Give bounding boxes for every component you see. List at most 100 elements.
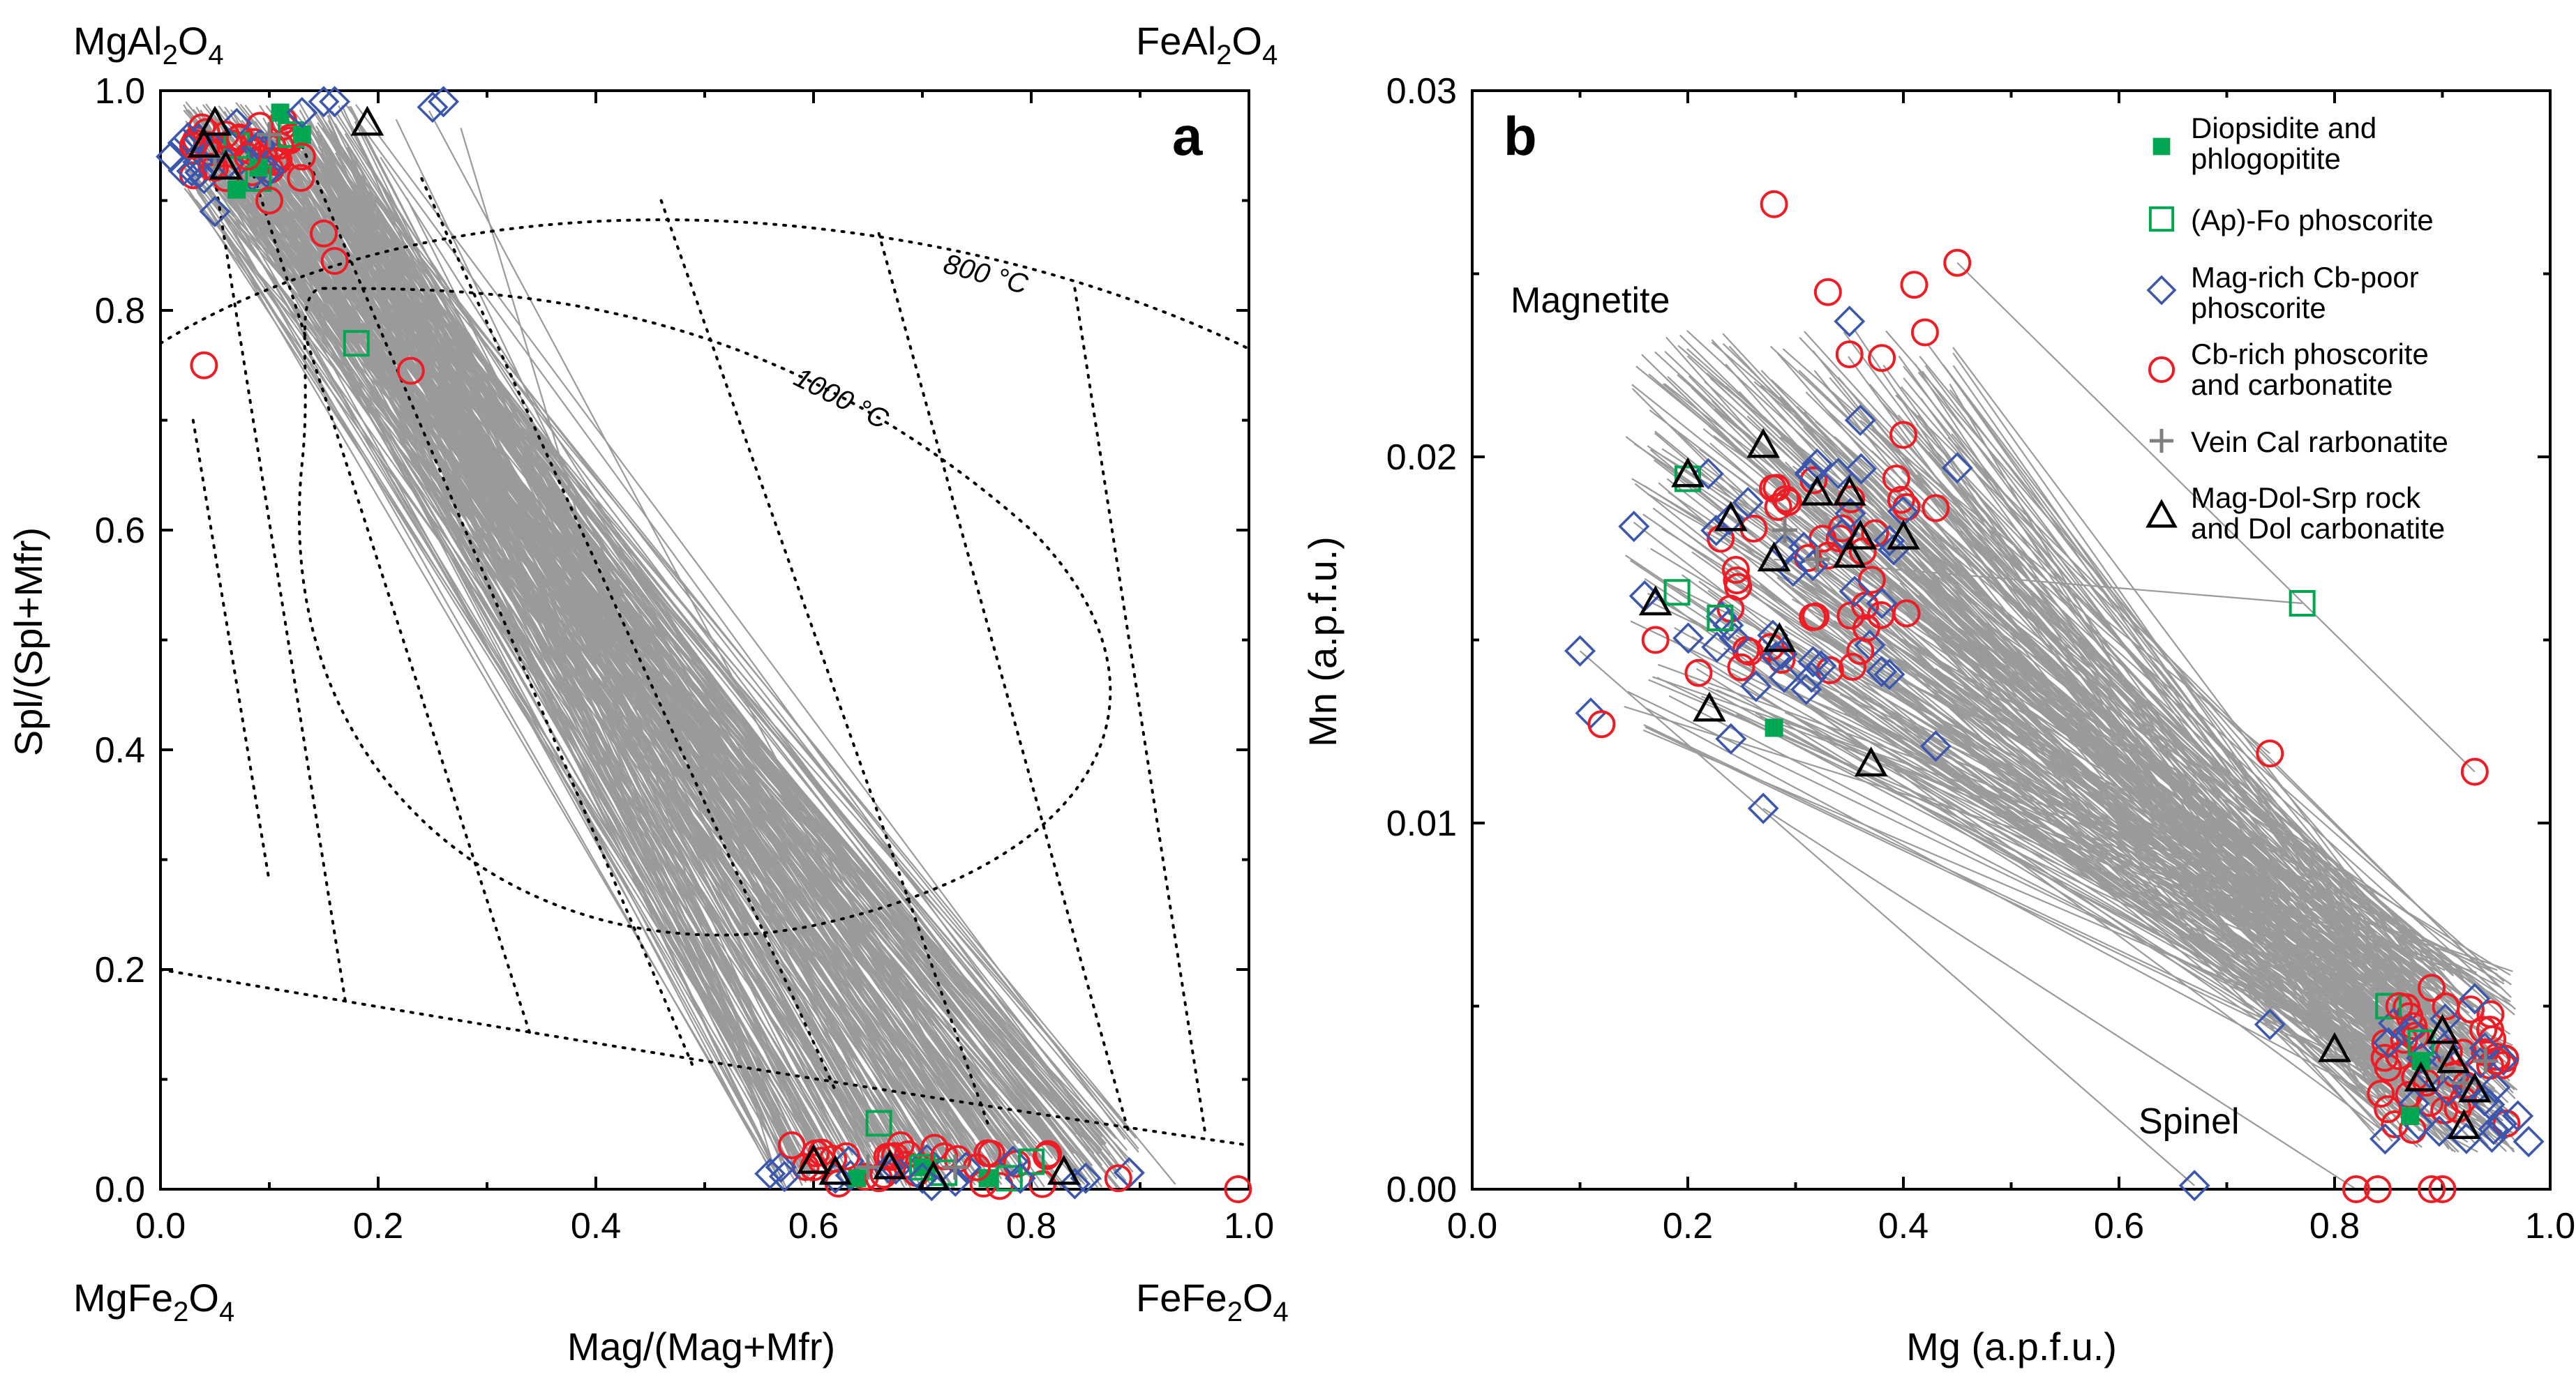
mag_dol-point bbox=[1714, 501, 1748, 531]
legend-label-ap-fo: (Ap)-Fo phoscorite bbox=[2191, 204, 2434, 236]
mag_rich-cluster-marker bbox=[1826, 518, 1858, 550]
annotation-spinel: Spinel bbox=[2139, 1101, 2240, 1142]
x-tick-label: 0.2 bbox=[353, 1206, 403, 1246]
tie-line bbox=[1919, 356, 2497, 1062]
cb_rich-point bbox=[1587, 710, 1616, 739]
y-tick-label: 0.01 bbox=[1386, 804, 1457, 844]
tie-line bbox=[1674, 626, 2409, 1043]
ap_fo-point bbox=[2375, 993, 2402, 1020]
ap_fo-point bbox=[1663, 579, 1691, 606]
mag_rich-cluster-marker bbox=[1878, 534, 1910, 566]
panel-b-y-axis-label: Mn (a.p.f.u.) bbox=[1301, 536, 1345, 747]
mag_rich-point bbox=[1844, 405, 1876, 436]
tie-line bbox=[1762, 808, 2357, 1190]
tie-line bbox=[1799, 725, 2435, 1094]
isotherm-spoke bbox=[659, 199, 989, 1125]
tie-line bbox=[1641, 354, 2459, 1152]
tie-line bbox=[188, 177, 812, 1175]
y-tick-label: 0.8 bbox=[95, 291, 145, 331]
mag_dol-point bbox=[818, 1154, 853, 1185]
tie-line bbox=[1907, 467, 2504, 1018]
isotherm-spoke bbox=[214, 177, 347, 1004]
legend-label-mag-rich-line1: Mag-rich Cb-poor bbox=[2191, 261, 2419, 294]
legend-marker-mag_rich bbox=[2146, 275, 2177, 305]
mag_dol-point bbox=[1832, 538, 1866, 568]
legend-marker-vein_cal bbox=[2149, 428, 2174, 453]
mag_rich-point bbox=[1941, 452, 1973, 484]
cb_rich-point bbox=[233, 142, 262, 171]
cb_rich-cluster-marker bbox=[1799, 603, 1827, 631]
mag_rich-point bbox=[2178, 1170, 2210, 1202]
vein_cal-point bbox=[855, 1154, 881, 1180]
mag_rich-point bbox=[765, 1152, 797, 1183]
tie-line bbox=[1645, 707, 2478, 1153]
legend-label-diopsidite-line1: Diopsidite and bbox=[2191, 112, 2376, 144]
mag_rich-cluster-marker bbox=[754, 1158, 786, 1190]
cb_rich-cluster-marker bbox=[2374, 1095, 2402, 1124]
tie-line bbox=[1952, 352, 2467, 1087]
mag_rich-point bbox=[199, 195, 231, 227]
tie-line bbox=[182, 165, 786, 1189]
cb_rich-cluster-marker bbox=[2488, 1051, 2517, 1080]
tie-line bbox=[1837, 460, 2471, 983]
mag_rich-cluster-marker bbox=[997, 1145, 1029, 1177]
y-tick-label: 0.02 bbox=[1386, 437, 1457, 478]
legend-entry-mag-dol: Mag-Dol-Srp rock and Dol carbonatite bbox=[2146, 481, 2445, 545]
ap_fo-point bbox=[2289, 590, 2316, 617]
x-tick-label: 0.0 bbox=[135, 1206, 186, 1246]
mag_rich-cluster-marker bbox=[1672, 622, 1705, 654]
cb_rich-point bbox=[1760, 190, 1788, 218]
mag_rich-cluster-marker bbox=[768, 1161, 800, 1193]
mag_rich-cluster-marker bbox=[2432, 1075, 2464, 1107]
y-tick-label: 0.4 bbox=[95, 730, 145, 771]
cb_rich-point bbox=[2418, 1175, 2446, 1203]
tie-line bbox=[1956, 262, 2476, 773]
mag_dol-point bbox=[1854, 746, 1888, 777]
diopsidite-point bbox=[271, 103, 290, 122]
mag_rich-point bbox=[1004, 1162, 1036, 1194]
tie-line bbox=[274, 114, 883, 1160]
x-tick-label: 1.0 bbox=[1224, 1206, 1274, 1246]
cb_rich-point bbox=[1684, 658, 1713, 687]
tie-line bbox=[1829, 377, 2421, 1064]
panel-a-points bbox=[156, 86, 1252, 1203]
panel-b-letter: b bbox=[1504, 105, 1537, 167]
tie-line bbox=[1848, 356, 2398, 1111]
mag_dol-point bbox=[2404, 1061, 2438, 1092]
x-tick-label: 0.8 bbox=[1006, 1206, 1056, 1246]
cb_rich-cluster-marker bbox=[1759, 474, 1788, 503]
tie-line bbox=[1915, 595, 2404, 1010]
tie-line bbox=[327, 158, 906, 1141]
y-tick-label: 0.03 bbox=[1386, 71, 1457, 112]
ap_fo-point bbox=[865, 1110, 892, 1137]
mag_rich-point bbox=[2459, 983, 2491, 1015]
legend-entry-ap-fo: (Ap)-Fo phoscorite bbox=[2148, 204, 2434, 236]
panel-b-x-axis-label: Mg (a.p.f.u.) bbox=[1906, 1325, 2117, 1368]
mag_rich-cluster-marker bbox=[2395, 1014, 2427, 1046]
mag_rich-point bbox=[428, 86, 460, 118]
mag_rich-cluster-marker bbox=[1795, 661, 1827, 693]
mag_dol-point bbox=[1047, 1154, 1081, 1185]
mag_rich-point bbox=[1747, 792, 1779, 824]
tie-line bbox=[321, 147, 979, 1177]
cb_rich-point bbox=[2342, 1175, 2370, 1203]
tie-line bbox=[230, 146, 876, 1171]
tie-line bbox=[232, 167, 822, 1156]
cb_rich-cluster-marker bbox=[2367, 1080, 2395, 1108]
tie-line bbox=[224, 165, 788, 1141]
mag_rich-cluster-marker bbox=[939, 1165, 971, 1197]
ap_fo-point bbox=[223, 132, 250, 159]
mag_dol-point bbox=[797, 1143, 830, 1174]
tie-line bbox=[1878, 398, 2510, 1082]
cb_rich-cluster-marker bbox=[1727, 653, 1755, 681]
tie-line bbox=[1806, 440, 2397, 977]
legend-entry-mag-rich: Mag-rich Cb-poor phoscorite bbox=[2146, 261, 2419, 324]
tie-line bbox=[298, 195, 1122, 1170]
tie-line bbox=[1922, 370, 2383, 997]
diopsidite-point bbox=[2401, 1107, 2420, 1125]
diopsidite-point bbox=[1765, 718, 1783, 737]
cb_rich-cluster-marker bbox=[2469, 1016, 2498, 1044]
mag_rich-point bbox=[1070, 1162, 1102, 1194]
y-tick-label: 0.2 bbox=[95, 950, 145, 990]
tie-line bbox=[327, 155, 987, 1163]
